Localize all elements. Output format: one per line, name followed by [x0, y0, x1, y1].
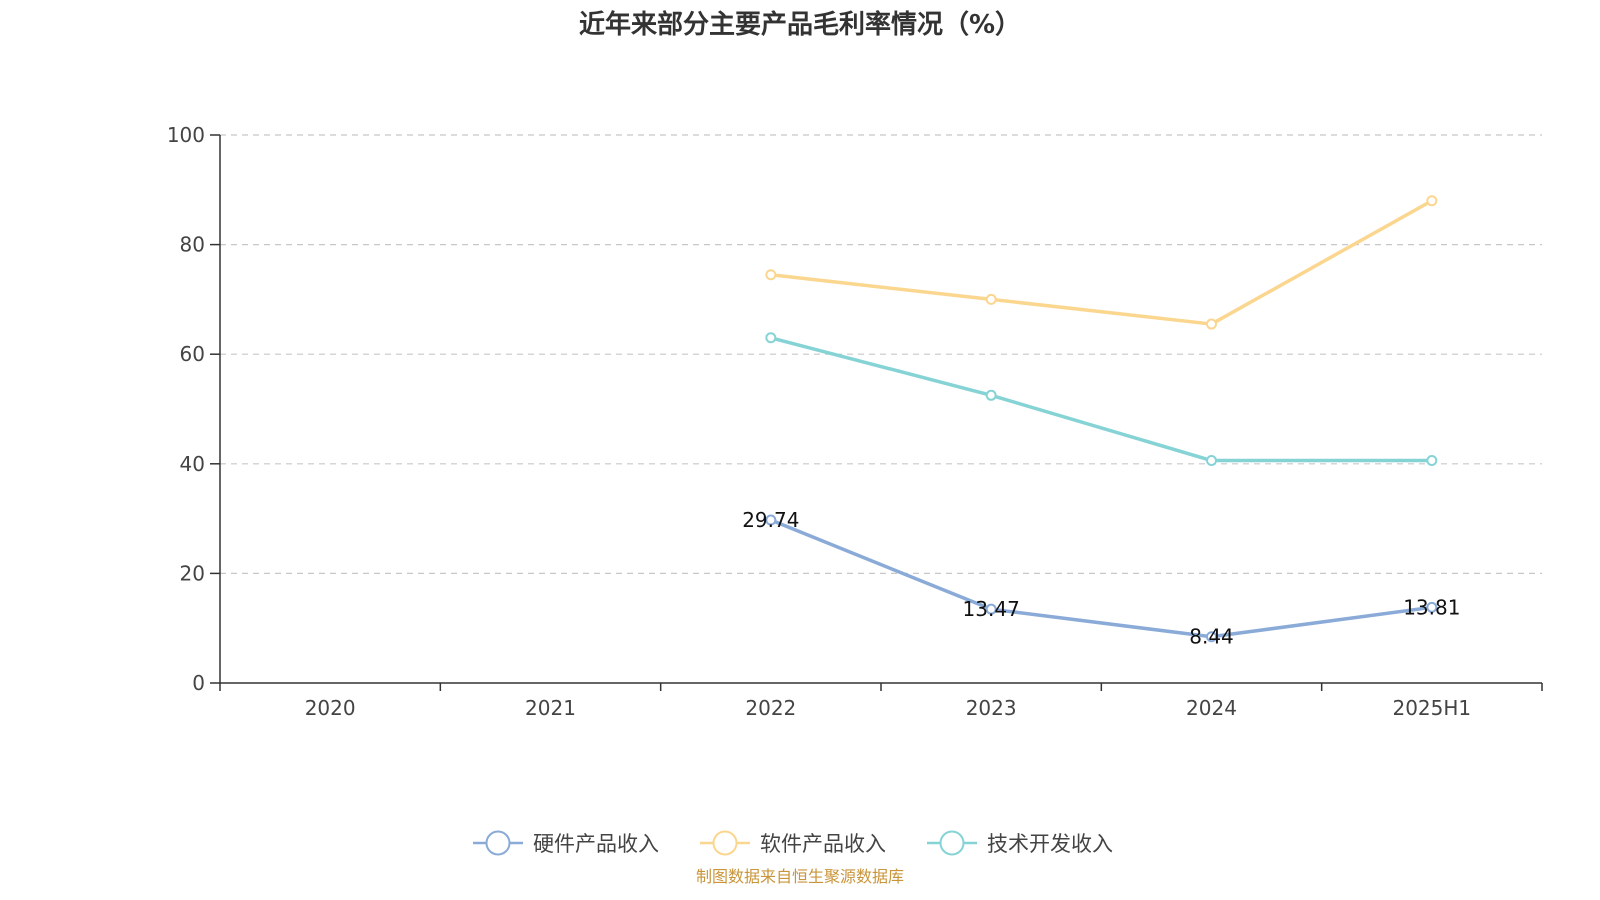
- data-labels: 29.74 13.47 8.44 13.81: [742, 508, 1460, 649]
- data-point: [1206, 318, 1217, 330]
- data-point: [765, 269, 777, 281]
- data-point: [985, 603, 997, 615]
- x-tick-label: 2023: [966, 696, 1017, 720]
- legend-circle-icon: [485, 830, 511, 856]
- y-tick-label: 0: [192, 671, 205, 695]
- grid: [220, 134, 1542, 575]
- data-point: [1426, 601, 1438, 613]
- series-line-1: [769, 518, 1434, 639]
- legend-circle-icon: [939, 830, 965, 856]
- legend-item-2[interactable]: 软件产品收入: [700, 830, 886, 857]
- y-tick-label: 40: [180, 452, 205, 476]
- y-tick-label: 20: [180, 561, 205, 585]
- legend-label: 软件产品收入: [760, 832, 886, 856]
- x-tick-label: 2024: [1186, 696, 1237, 720]
- data-point: [985, 293, 997, 305]
- y-tick-label: 100: [167, 123, 205, 147]
- x-tick-label: 2025H1: [1392, 696, 1471, 720]
- data-label: 29.74: [742, 508, 799, 532]
- data-point: [1426, 195, 1438, 207]
- data-point: [1206, 631, 1217, 643]
- chart-title: 近年来部分主要产品毛利率情况（%）: [579, 9, 1021, 40]
- series-line-2: [769, 199, 1434, 326]
- legend-item-3[interactable]: 技术开发收入: [927, 830, 1113, 857]
- x-tick-label: 2020: [305, 696, 356, 720]
- legend-label: 技术开发收入: [987, 832, 1113, 856]
- data-point: [765, 332, 777, 344]
- source-note: 制图数据来自恒生聚源数据库: [696, 867, 904, 886]
- y-tick-label: 60: [180, 342, 205, 366]
- y-tick-label: 80: [180, 233, 205, 257]
- x-tick-label: 2022: [745, 696, 796, 720]
- axes: 0 20 40 60 80 100 2020 2021 2022 2023 2024 2025H1: [167, 123, 1543, 720]
- legend-circle-icon: [712, 830, 738, 856]
- legend-item-1[interactable]: 硬件产品收入: [473, 830, 659, 857]
- series-layer: [765, 195, 1438, 643]
- series-line-3: [769, 336, 1434, 463]
- legend[interactable]: 硬件产品收入 软件产品收入 技术开发收入: [473, 830, 1113, 857]
- data-label: 13.81: [1403, 595, 1460, 619]
- data-point: [765, 514, 777, 526]
- data-point: [1206, 455, 1217, 467]
- legend-label: 硬件产品收入: [533, 832, 659, 856]
- data-point: [1426, 455, 1438, 467]
- x-tick-label: 2021: [525, 696, 576, 720]
- data-point: [985, 389, 997, 401]
- data-label: 13.47: [963, 597, 1020, 621]
- data-label: 8.44: [1189, 625, 1234, 649]
